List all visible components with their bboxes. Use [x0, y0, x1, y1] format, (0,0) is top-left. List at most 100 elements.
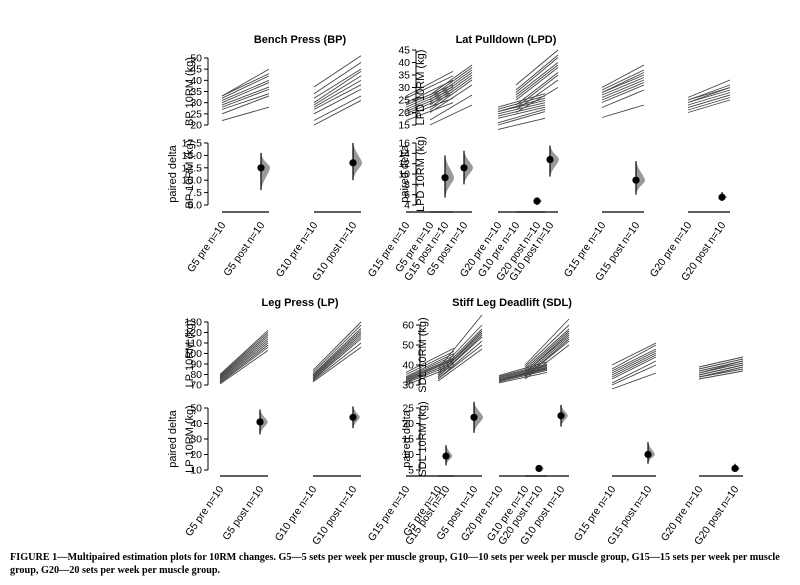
bottom-y-tick-label: 6	[404, 189, 410, 201]
paired-slope-line	[698, 360, 744, 372]
mean-difference-point	[257, 164, 265, 172]
top-y-tick-label: 90	[190, 359, 202, 371]
panel-title: Stiff Leg Deadlift (SDL)	[452, 297, 572, 309]
top-y-tick-label: 35	[190, 86, 202, 98]
paired-slope-line	[515, 79, 559, 111]
paired-slope-line	[312, 342, 362, 382]
top-y-tick-label: 120	[184, 327, 202, 339]
paired-slope-line	[312, 327, 362, 375]
bottom-y-tick-label: 14	[398, 148, 410, 160]
paired-slope-line	[312, 321, 362, 371]
paired-slope-line	[524, 344, 570, 380]
mean-difference-point	[441, 174, 449, 182]
paired-slope-line	[312, 330, 362, 376]
x-tick-label: G5 post n=10	[220, 484, 266, 543]
paired-slope-line	[405, 84, 454, 106]
bottom-y-tick-label: 40	[190, 418, 202, 430]
paired-slope-line	[405, 359, 455, 382]
x-tick-label: G5 post n=10	[221, 220, 267, 279]
paired-slope-line	[221, 68, 270, 97]
top-y-tick-label: 25	[190, 108, 202, 120]
mean-difference-point	[557, 412, 565, 420]
top-y-axis-label: LP 10RM (kg)	[184, 320, 196, 388]
bottom-y-axis-label-line2: LP 10RM (kg)	[184, 405, 196, 473]
paired-slope-line	[221, 79, 270, 101]
bottom-y-axis-label-line1: paired delta	[399, 144, 411, 202]
bottom-y-axis-label-line2: LPD 10RM (kg)	[415, 136, 427, 212]
top-y-tick-label: 30	[398, 82, 410, 94]
paired-slope-line	[437, 340, 483, 380]
paired-slope-line	[524, 338, 570, 378]
paired-slope-line	[515, 74, 559, 108]
paired-slope-line	[429, 67, 473, 98]
paired-slope-line	[405, 357, 455, 380]
paired-slope-line	[221, 75, 270, 99]
paired-slope-line	[611, 344, 657, 370]
top-y-tick-label: 100	[184, 348, 202, 360]
bottom-y-tick-label: 10	[402, 449, 414, 461]
bottom-y-tick-label: 17.5	[182, 138, 203, 150]
bottom-y-tick-label: 30	[190, 434, 202, 446]
paired-slope-line	[219, 342, 269, 382]
top-y-tick-label: 70	[190, 380, 202, 392]
top-y-tick-label: 20	[398, 107, 410, 119]
bottom-y-axis-label-line2: BP 10RM (kg)	[184, 140, 196, 209]
mean-difference-point	[256, 418, 264, 426]
paired-slope-line	[429, 74, 473, 106]
bottom-y-tick-label: 10	[190, 465, 202, 477]
mean-difference-point	[546, 155, 554, 164]
paired-slope-line	[698, 366, 744, 378]
x-tick-label: G10 pre n=10	[273, 484, 320, 544]
paired-slope-line	[497, 97, 546, 113]
panel-title: Leg Press (LP)	[261, 297, 338, 309]
paired-slope-line	[437, 328, 483, 374]
paired-slope-line	[312, 346, 362, 383]
bootstrap-distribution	[260, 409, 268, 435]
paired-slope-line	[312, 338, 362, 381]
paired-slope-line	[611, 348, 657, 372]
top-y-tick-label: 40	[398, 57, 410, 69]
paired-slope-line	[524, 336, 570, 376]
paired-slope-line	[515, 67, 559, 101]
top-y-axis-label: SDL 10RM (kg)	[417, 317, 429, 392]
paired-slope-line	[219, 338, 269, 380]
paired-slope-line	[429, 79, 473, 111]
paired-slope-line	[221, 106, 270, 121]
paired-slope-line	[497, 108, 546, 124]
paired-slope-line	[524, 330, 570, 372]
paired-slope-line	[687, 84, 731, 101]
paired-slope-line	[429, 94, 473, 121]
paired-slope-line	[601, 64, 645, 88]
paired-slope-line	[313, 55, 362, 88]
paired-slope-line	[313, 79, 362, 108]
paired-slope-line	[698, 358, 744, 370]
bottom-y-tick-label: 7.5	[187, 187, 202, 199]
paired-slope-line	[515, 49, 559, 86]
paired-slope-line	[698, 370, 744, 380]
panel-title: Bench Press (BP)	[254, 34, 347, 46]
paired-slope-line	[497, 117, 546, 130]
paired-slope-line	[219, 334, 269, 377]
paired-slope-line	[405, 102, 454, 121]
bottom-y-tick-label: 25	[402, 403, 414, 415]
paired-slope-line	[405, 91, 454, 113]
paired-slope-line	[221, 93, 270, 110]
paired-slope-line	[601, 69, 645, 91]
paired-slope-line	[312, 336, 362, 380]
mean-difference-point	[644, 450, 652, 459]
mean-difference-point	[470, 413, 478, 421]
mean-difference-point	[718, 193, 726, 201]
top-y-tick-label: 130	[184, 317, 202, 329]
paired-slope-line	[601, 89, 645, 108]
paired-slope-line	[405, 75, 454, 99]
top-y-tick-label: 40	[402, 360, 414, 372]
bottom-y-axis-label-line1: paired delta	[167, 409, 179, 467]
paired-slope-line	[429, 84, 473, 113]
paired-slope-line	[312, 324, 362, 373]
bootstrap-distribution	[261, 152, 270, 191]
bottom-y-tick-label: 8	[404, 179, 410, 191]
mean-difference-point	[533, 197, 541, 205]
bottom-y-tick-label: 20	[402, 418, 414, 430]
